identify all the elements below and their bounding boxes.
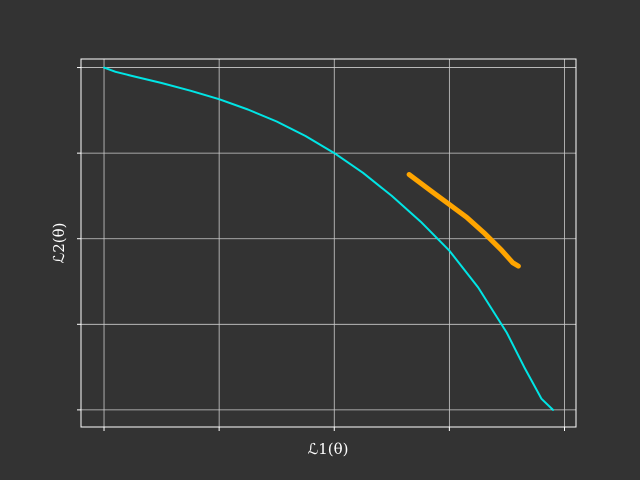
ticks xyxy=(77,67,565,431)
y-axis-label: ℒ2(θ) xyxy=(50,222,68,263)
grid xyxy=(81,59,576,427)
series xyxy=(103,66,554,411)
series-line-orange xyxy=(406,172,521,269)
x-axis-label: ℒ1(θ) xyxy=(307,440,348,458)
axes-frame xyxy=(80,58,577,428)
series-line-cyan xyxy=(103,66,554,411)
